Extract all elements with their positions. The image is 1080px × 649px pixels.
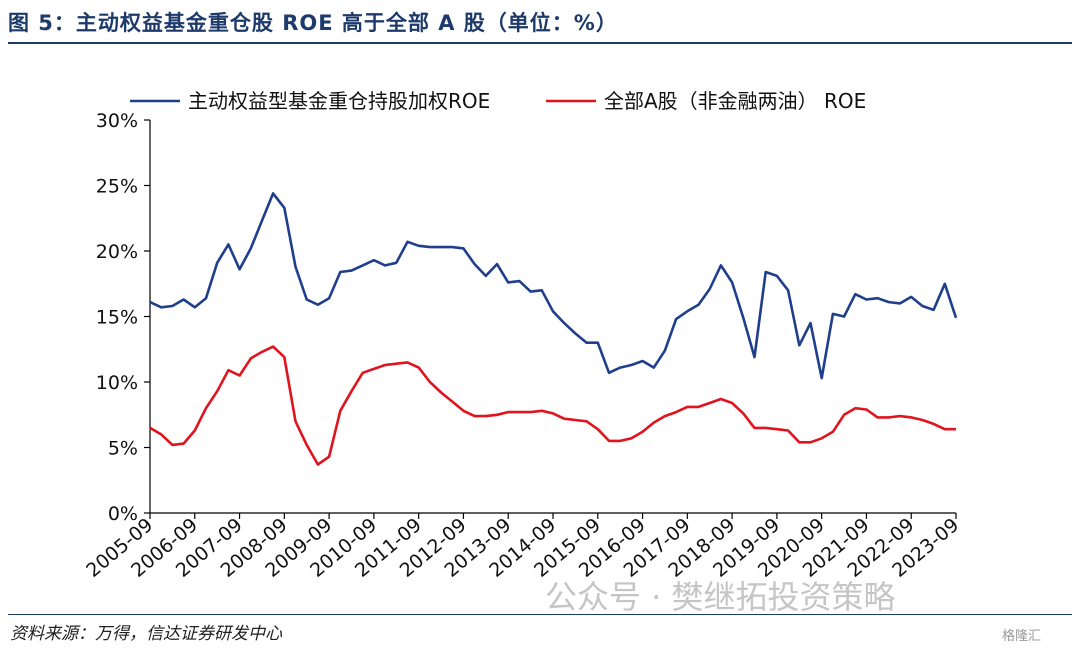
logo-watermark: 格隆汇 [1002,629,1042,644]
header: 图 5：主动权益基金重仓股 ROE 高于全部 A 股（单位：%） [0,0,1080,44]
source-note: 资料来源：万得，信达证券研发中心 [10,624,282,644]
y-tick-label: 25% [96,176,138,198]
all-a-share-roe-line [149,345,956,466]
y-tick-label: 5% [108,438,138,460]
figure-title: 图 5：主动权益基金重仓股 ROE 高于全部 A 股（单位：%） [8,11,618,35]
y-tick-label: 30% [96,110,138,132]
chart-legend: 主动权益型基金重仓持股加权ROE 全部A股（非金融两油） ROE [130,89,866,113]
fund-roe-line [149,192,958,380]
source-rule [8,614,1072,615]
y-tick-label: 10% [96,372,138,394]
y-tick-label: 20% [96,241,138,263]
y-tick-label: 0% [108,503,138,525]
roe-line-chart: 主动权益型基金重仓持股加权ROE 全部A股（非金融两油） ROE 0% 5% 10% 1… [82,89,963,582]
title-rule [8,42,1072,44]
legend-label: 主动权益型基金重仓持股加权ROE [188,89,490,113]
y-tick-label: 15% [96,307,138,329]
legend-label: 全部A股（非金融两油） ROE [604,89,866,113]
series-layer [149,192,958,466]
y-axis: 0% 5% 10% 15% 20% 25% 30% [96,110,151,525]
watermark-text: 公众号 · 樊继拓投资策略 [545,578,896,616]
